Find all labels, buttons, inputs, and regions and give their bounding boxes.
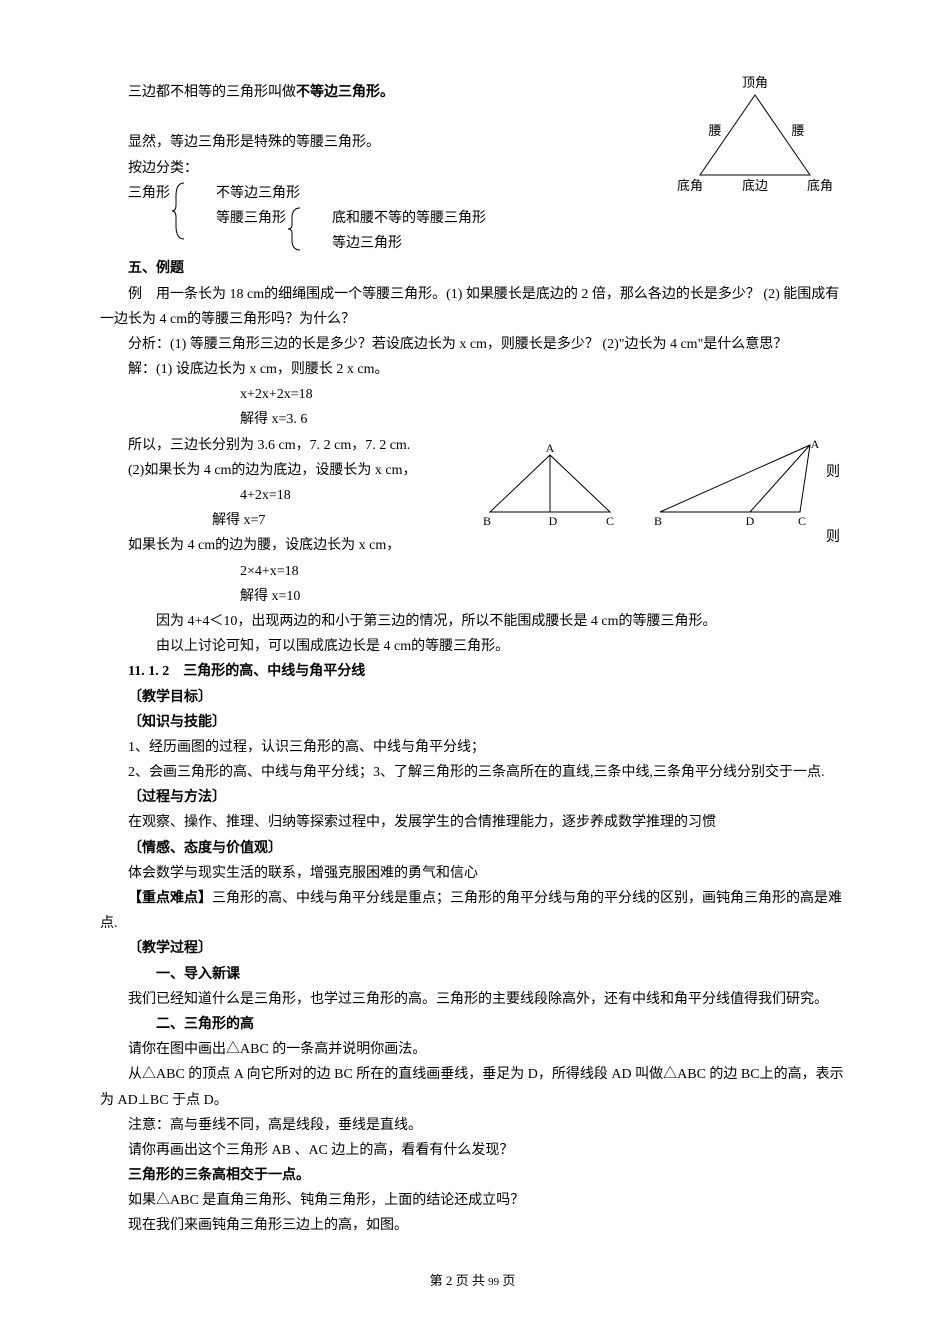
emotions-text: 体会数学与现实生活的联系，增强克服困难的勇气和信心 xyxy=(100,861,845,886)
tree-item-equilateral: 等边三角形 xyxy=(304,231,486,256)
intro-text: 我们已经知道什么是三角形，也学过三角形的高。三角形的主要线段除高外，还有中线和角… xyxy=(100,987,845,1012)
base-angle-right: 底角 xyxy=(807,178,833,193)
height-question: 如果△ABC 是直角三角形、钝角三角形，上面的结论还成立吗？ xyxy=(100,1188,845,1213)
height-definition: 从△ABC 的顶点 A 向它所对的边 BC 所在的直线画垂线，垂足为 D，所得线… xyxy=(100,1062,845,1112)
process-text: 在观察、操作、推理、归纳等探索过程中，发展学生的合情推理能力，逐步养成数学推理的… xyxy=(100,810,845,835)
teaching-objectives: 〔教学目标〕 xyxy=(100,685,845,710)
lt-C: C xyxy=(606,514,614,528)
rt-C: C xyxy=(798,514,806,528)
altitude-diagrams: A B D C A B D C xyxy=(480,440,840,544)
example-problem: 例 用一条长为 18 cm的细绳围成一个等腰三角形。(1) 如果腰长是底边的 2… xyxy=(100,282,845,332)
eq1: x+2x+2x=18 xyxy=(100,382,845,407)
height-prompt: 请你在图中画出△ABC 的一条高并说明你画法。 xyxy=(100,1037,845,1062)
footer-c: 页 xyxy=(499,1273,515,1288)
height-conclusion: 三角形的三条高相交于一点。 xyxy=(100,1163,845,1188)
footer-a: 第 2 页 共 xyxy=(430,1273,489,1288)
text-scalene-b: 不等边三角形。 xyxy=(296,85,394,100)
lt-A: A xyxy=(546,441,555,455)
height-explore: 请你再画出这个三角形 AB 、AC 边上的高，看看有什么发现？ xyxy=(100,1138,845,1163)
section-11-1-2: 11. 1. 2 三角形的高、中线与角平分线 xyxy=(100,659,845,684)
height-section: 二、三角形的高 xyxy=(100,1012,845,1037)
knowledge-skills: 〔知识与技能〕 xyxy=(100,710,845,735)
altitude-svg: A B D C A B D C xyxy=(480,440,840,535)
page-footer: 第 2 页 共 99 页 xyxy=(100,1269,845,1293)
tree-item-scalene: 不等边三角形 xyxy=(188,181,486,206)
process-methods: 〔过程与方法〕 xyxy=(100,785,845,810)
isoceles-svg: 顶角 腰 腰 底角 底角 底边 xyxy=(670,75,840,205)
apex-label: 顶角 xyxy=(742,75,768,90)
obj-1: 1、经历画图的过程，认识三角形的高、中线与角平分线； xyxy=(100,735,845,760)
kd-text: 三角形的高、中线与角平分线是重点；三角形的角平分线与角的平分线的区别，画钝角三角… xyxy=(100,891,842,931)
inequality-note: 因为 4+4＜10，出现两边的和小于第三边的情况，所以不能围成腰长是 4 cm的… xyxy=(100,609,845,634)
intro-section: 一、导入新课 xyxy=(100,962,845,987)
side-right-label: 腰 xyxy=(791,123,804,138)
brace-left-1 xyxy=(170,181,188,241)
side-left-label: 腰 xyxy=(708,123,721,138)
tree-item-isoceles: 等腰三角形 xyxy=(188,206,286,231)
rt-D: D xyxy=(746,514,755,528)
height-obtuse: 现在我们来画钝角三角形三边上的高，如图。 xyxy=(100,1213,845,1238)
conclusion: 由以上讨论可知，可以围成底边长是 4 cm的等腰三角形。 xyxy=(100,634,845,659)
eq6: 解得 x=10 xyxy=(100,584,845,609)
isoceles-diagram: 顶角 腰 腰 底角 底角 底边 xyxy=(670,75,840,214)
right-triangle xyxy=(660,445,810,512)
tree-level2: 底和腰不等的等腰三角形 等边三角形 xyxy=(304,206,486,256)
kd-label: 【重点难点】 xyxy=(128,891,212,906)
analysis: 分析：(1) 等腰三角形三边的长是多少？若设底边长为 x cm，则腰长是多少？ … xyxy=(100,332,845,357)
key-difficulties: 【重点难点】三角形的高、中线与角平分线是重点；三角形的角平分线与角的平分线的区别… xyxy=(100,886,845,936)
base-label: 底边 xyxy=(742,178,768,193)
eq2: 解得 x=3. 6 xyxy=(100,407,845,432)
tree-root: 三角形 xyxy=(100,181,170,206)
height-note: 注意：高与垂线不同，高是线段，垂线是直线。 xyxy=(100,1113,845,1138)
obj-2: 2、会画三角形的高、中线与角平分线；3、了解三角形的三条高所在的直线,三条中线,… xyxy=(100,760,845,785)
footer-b: 99 xyxy=(488,1276,499,1288)
text-scalene-a: 三边都不相等的三角形叫做 xyxy=(128,85,296,100)
lt-B: B xyxy=(483,514,491,528)
tree-item-unequal: 底和腰不等的等腰三角形 xyxy=(304,206,486,231)
lt-D: D xyxy=(549,514,558,528)
tree-item-isoceles-wrap: 等腰三角形 底和腰不等的等腰三角形 等边三角形 xyxy=(188,206,486,256)
section-5-title: 五、例题 xyxy=(100,256,845,281)
rt-A: A xyxy=(811,440,820,451)
tree-level1: 不等边三角形 等腰三角形 底和腰不等的等腰三角形 等边三角形 xyxy=(188,181,486,257)
brace-left-2 xyxy=(286,206,304,252)
rt-B: B xyxy=(654,514,662,528)
then-label-1: 则 xyxy=(826,460,840,485)
solution-1: 解：(1) 设底边长为 x cm，则腰长 2 x cm。 xyxy=(100,357,845,382)
emotions-values: 〔情感、态度与价值观〕 xyxy=(100,836,845,861)
teaching-process: 〔教学过程〕 xyxy=(100,936,845,961)
then-label-2: 则 xyxy=(826,525,840,550)
eq5: 2×4+x=18 xyxy=(100,559,845,584)
base-angle-left: 底角 xyxy=(677,178,703,193)
